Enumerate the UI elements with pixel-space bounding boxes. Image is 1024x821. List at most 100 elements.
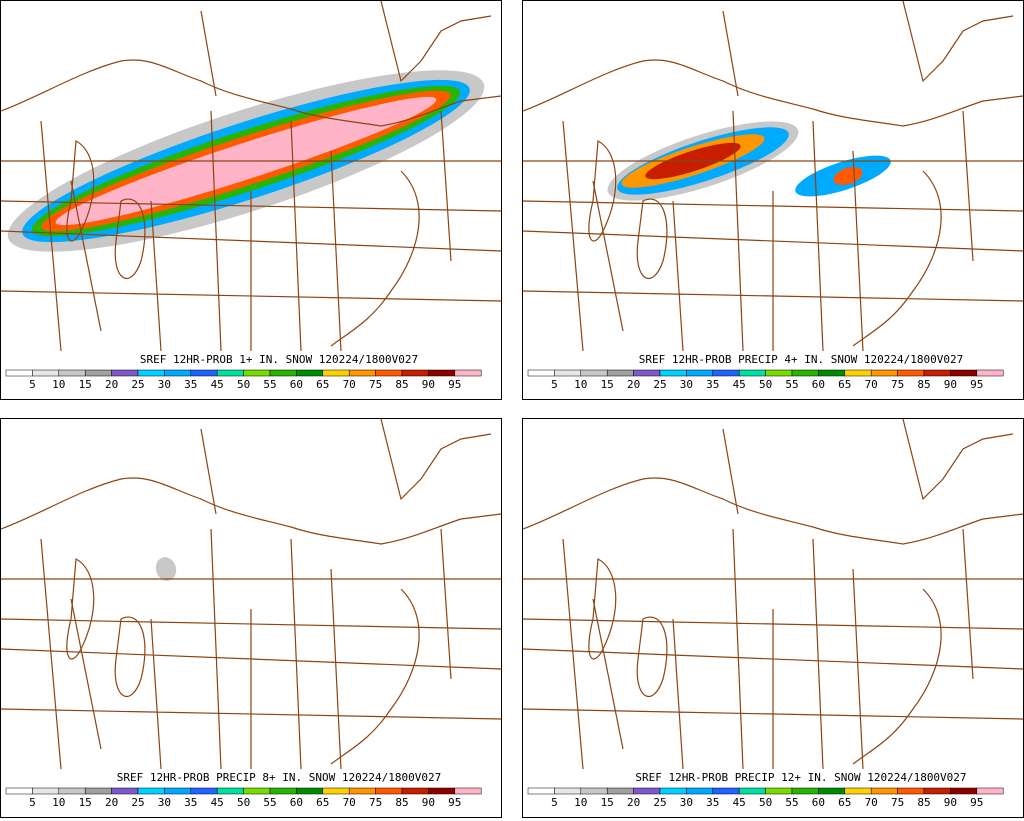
colorbar-label: 70	[343, 796, 356, 809]
colorbar-label: 30	[158, 796, 171, 809]
colorbar-swatch	[243, 787, 271, 795]
colorbar-label: 75	[891, 796, 904, 809]
colorbar-swatch	[791, 369, 819, 377]
colorbar-swatch	[527, 369, 555, 377]
colorbar-label: 85	[395, 796, 408, 809]
colorbar-label: 15	[79, 378, 92, 391]
colorbar-label: 65	[316, 378, 329, 391]
colorbar-swatch	[633, 787, 661, 795]
colorbar-label: 10	[52, 378, 65, 391]
map: SREF 12HR-PROB PRECIP 8+ IN. SNOW 120224…	[0, 418, 502, 817]
colorbar-swatch	[375, 369, 403, 377]
colorbar-label: 20	[105, 796, 118, 809]
colorbar-label: 45	[733, 378, 746, 391]
panel: SREF 12HR-PROB PRECIP 4+ IN. SNOW 120224…	[522, 0, 1024, 400]
colorbar-swatch	[428, 369, 456, 377]
colorbar-label: 60	[812, 796, 825, 809]
colorbar-swatch	[765, 369, 793, 377]
colorbar-swatch	[58, 369, 86, 377]
colorbar-label: 70	[865, 796, 878, 809]
colorbar-swatch	[190, 369, 218, 377]
colorbar-swatch	[580, 369, 608, 377]
colorbar-swatch	[923, 369, 951, 377]
colorbar-swatch	[5, 369, 33, 377]
colorbar-label: 30	[680, 378, 693, 391]
colorbar-swatch	[580, 787, 608, 795]
colorbar-swatch	[190, 787, 218, 795]
colorbar-label: 90	[422, 796, 435, 809]
colorbar-swatch	[818, 787, 846, 795]
colorbar-swatch	[216, 787, 244, 795]
colorbar-swatch	[375, 787, 403, 795]
colorbar-swatch	[712, 787, 740, 795]
colorbar-label: 25	[131, 796, 144, 809]
colorbar-swatch	[84, 369, 112, 377]
colorbar-label: 30	[158, 378, 171, 391]
colorbar-swatch	[243, 369, 271, 377]
colorbar-label: 5	[29, 796, 36, 809]
colorbar-swatch	[606, 787, 634, 795]
boundary	[200, 0, 492, 97]
colorbar-swatch	[322, 787, 350, 795]
panel-title: SREF 12HR-PROB 1+ IN. SNOW 120224/1800V0…	[140, 353, 418, 366]
boundary	[114, 616, 146, 698]
colorbar-label: 20	[627, 378, 640, 391]
colorbar-swatch	[765, 787, 793, 795]
colorbar-swatch	[454, 369, 482, 377]
colorbar-label: 30	[680, 796, 693, 809]
colorbar-swatch	[32, 787, 60, 795]
colorbar-swatch	[818, 369, 846, 377]
boundary	[114, 198, 146, 280]
boundary	[522, 150, 1024, 352]
colorbar-label: 55	[785, 378, 798, 391]
colorbar-swatch	[32, 369, 60, 377]
colorbar-label: 35	[706, 796, 719, 809]
colorbar-swatch	[606, 369, 634, 377]
boundary	[722, 418, 1014, 515]
colorbar-swatch	[976, 787, 1004, 795]
colorbar-swatch	[428, 787, 456, 795]
colorbar-swatch	[897, 787, 925, 795]
colorbar-label: 45	[211, 378, 224, 391]
colorbar-label: 35	[184, 796, 197, 809]
colorbar-label: 10	[574, 378, 587, 391]
colorbar-swatch	[137, 787, 165, 795]
colorbar-label: 75	[891, 378, 904, 391]
colorbar-swatch	[84, 787, 112, 795]
boundary	[0, 150, 502, 352]
colorbar-swatch	[111, 369, 139, 377]
boundary	[0, 528, 502, 770]
colorbar-swatch	[791, 787, 819, 795]
boundary	[66, 558, 95, 660]
colorbar-label: 70	[865, 378, 878, 391]
boundary	[522, 110, 1024, 352]
colorbar-label: 85	[917, 378, 930, 391]
colorbar-swatch	[527, 787, 555, 795]
boundary	[636, 198, 668, 280]
colorbar-label: 15	[79, 796, 92, 809]
colorbar-swatch	[950, 787, 978, 795]
map: SREF 12HR-PROB PRECIP 4+ IN. SNOW 120224…	[522, 0, 1024, 399]
colorbar-swatch	[348, 787, 376, 795]
boundary	[0, 59, 502, 127]
colorbar-swatch	[686, 369, 714, 377]
colorbar-swatch	[269, 369, 297, 377]
colorbar-label: 35	[706, 378, 719, 391]
panel: SREF 12HR-PROB PRECIP 8+ IN. SNOW 120224…	[0, 418, 502, 818]
colorbar-swatch	[111, 787, 139, 795]
colorbar-label: 10	[574, 796, 587, 809]
colorbar-label: 85	[917, 796, 930, 809]
colorbar-swatch	[5, 787, 33, 795]
colorbar-label: 50	[759, 796, 772, 809]
colorbar-swatch	[164, 787, 192, 795]
colorbar-label: 65	[838, 796, 851, 809]
boundary	[522, 528, 1024, 770]
boundary	[588, 558, 617, 660]
colorbar-label: 90	[944, 378, 957, 391]
colorbar-swatch	[296, 369, 324, 377]
colorbar-label: 5	[551, 796, 558, 809]
colorbar-swatch	[296, 787, 324, 795]
boundary	[0, 110, 502, 352]
panel-title: SREF 12HR-PROB PRECIP 12+ IN. SNOW 12022…	[635, 771, 966, 784]
